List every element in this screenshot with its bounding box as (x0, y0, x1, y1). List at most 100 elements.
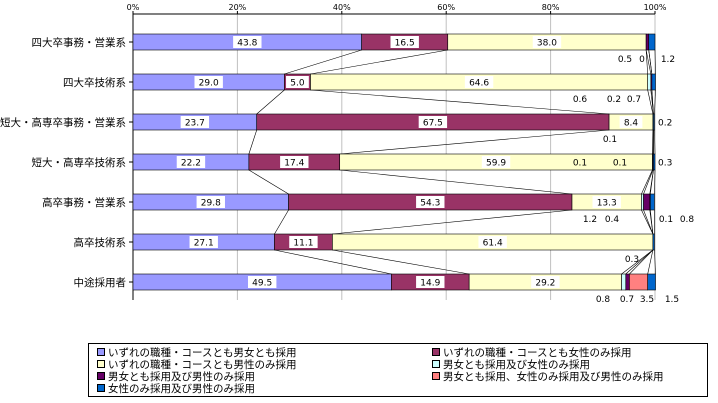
data-label: 11.1 (293, 239, 313, 249)
data-label: 23.7 (185, 119, 205, 129)
data-label: 0.6 (573, 95, 588, 105)
data-label: 1.2 (583, 215, 597, 225)
stacked-bar-chart: 0% 20% 40% 60% 80% 100% 四大卒事務・営業系四大卒技術系短大・高専卒事… (0, 3, 695, 305)
series-connector-line (248, 169, 289, 195)
data-label-bg (233, 36, 262, 48)
data-label: 29.8 (201, 199, 221, 209)
legend-item-1: いずれの職種・コースとも男女とも採用 (97, 347, 296, 360)
series-connector-line (310, 49, 448, 75)
data-label: 27.1 (194, 239, 214, 249)
data-label-bg (286, 76, 309, 88)
series-connector-line (641, 209, 654, 235)
data-label-bg (592, 196, 621, 208)
series-connector-line (310, 89, 610, 115)
series-connector-line (339, 129, 610, 155)
data-label: 54.3 (420, 199, 440, 209)
data-label: 14.9 (420, 279, 440, 289)
bar-segment (647, 273, 656, 291)
data-label: 5.0 (290, 79, 305, 89)
bar-segment (641, 193, 644, 211)
series-connector-line (332, 209, 573, 235)
series-connector-line (645, 49, 652, 75)
data-label-bg (416, 196, 445, 208)
legend-swatch-3 (97, 360, 105, 368)
legend-label-7: 女性のみ採用及び男性のみ採用 (108, 383, 255, 395)
series-connector-line (621, 249, 654, 275)
category-label: 高卒技術系 (74, 236, 127, 249)
series-connector-line (332, 249, 470, 275)
category-label: 中途採用者 (74, 276, 127, 289)
bar-segment (653, 113, 655, 131)
x-tick-label: 100% (644, 3, 667, 12)
data-label: 0.1 (573, 159, 587, 169)
data-label: 1.2 (661, 55, 675, 65)
data-label: 8.4 (624, 119, 639, 129)
legend-item-7: 女性のみ採用及び男性のみ採用 (97, 383, 255, 396)
data-label: 0.1 (659, 215, 673, 225)
data-label: 67.5 (423, 119, 443, 129)
data-label: 29.2 (535, 279, 555, 289)
category-label: 短大・高専卒技術系 (32, 156, 127, 169)
data-label: 0.8 (680, 215, 695, 225)
category-label: 四大卒事務・営業系 (32, 36, 127, 49)
x-tick-label: 80% (542, 3, 560, 12)
data-label: 61.4 (483, 239, 503, 249)
legend-item-3: いずれの職種・コースとも男性のみ採用 (97, 359, 296, 372)
bar-segment (621, 273, 627, 291)
data-label: 16.5 (395, 39, 415, 49)
data-label-bg (619, 116, 643, 128)
series-connector-line (284, 49, 362, 75)
bar-segment (643, 193, 651, 211)
legend-swatch-2 (432, 348, 440, 356)
legend-label-6: 男女とも採用、女性のみ採用及び男性のみ採用 (443, 371, 664, 383)
series-connector-line (654, 169, 656, 195)
series-connector-line (643, 209, 654, 235)
bar-segment (650, 193, 655, 211)
data-label: 0.2 (607, 95, 621, 105)
bar-segment (647, 73, 652, 91)
legend-label-1: いずれの職種・コースとも男女とも採用 (108, 347, 297, 359)
x-tick-label: 40% (333, 3, 351, 12)
data-label-bg (464, 76, 494, 88)
data-label: 0.5 (618, 55, 632, 65)
data-label: 38.0 (537, 39, 557, 49)
data-label: 29.0 (199, 79, 219, 89)
bar-segment (648, 33, 656, 51)
series-connector-line (643, 169, 654, 195)
x-tick-label: 0% (127, 3, 140, 12)
data-label: 64.6 (469, 79, 489, 89)
bar-segment (629, 273, 648, 291)
data-label-bg (418, 116, 448, 128)
legend-swatch-4 (432, 360, 440, 368)
chart-legend: いずれの職種・コースとも男女とも採用 いずれの職種・コースとも女性のみ採用 いず… (88, 343, 708, 397)
series-connector-line (274, 249, 392, 275)
legend-label-5: 男女とも採用及び男性のみ採用 (108, 371, 255, 383)
legend-label-2: いずれの職種・コースとも女性のみ採用 (443, 347, 632, 359)
data-label-bg (194, 76, 223, 88)
legend-label-4: 男女とも採用及び女性のみ採用 (443, 359, 590, 371)
series-connector-line (645, 49, 648, 75)
data-label: 13.3 (597, 199, 617, 209)
legend-swatch-6 (432, 372, 440, 380)
legend-item-4: 男女とも採用及び女性のみ採用 (432, 359, 590, 372)
legend-swatch-7 (97, 384, 105, 392)
data-label-bg (247, 276, 277, 288)
x-tick-label: 60% (437, 3, 455, 12)
data-label: 0.7 (627, 95, 641, 105)
series-connector-line (647, 89, 654, 115)
category-label: 短大・高専卒事務・営業系 (0, 116, 126, 129)
data-label-bg (189, 236, 218, 248)
series-connector-line (641, 169, 653, 195)
data-label: 0.3 (658, 159, 672, 169)
bar-segment (645, 33, 650, 51)
data-label-bg (176, 156, 206, 168)
category-label: 高卒事務・営業系 (42, 196, 126, 209)
series-connector-line (629, 249, 654, 275)
series-connector-line (654, 129, 656, 155)
legend-item-5: 男女とも採用及び男性のみ採用 (97, 371, 255, 384)
series-connector-line (654, 249, 656, 275)
series-connector-line (248, 129, 257, 155)
data-label-bg (289, 236, 318, 248)
series-connector-line (274, 209, 289, 235)
data-label: 22.2 (181, 159, 201, 169)
